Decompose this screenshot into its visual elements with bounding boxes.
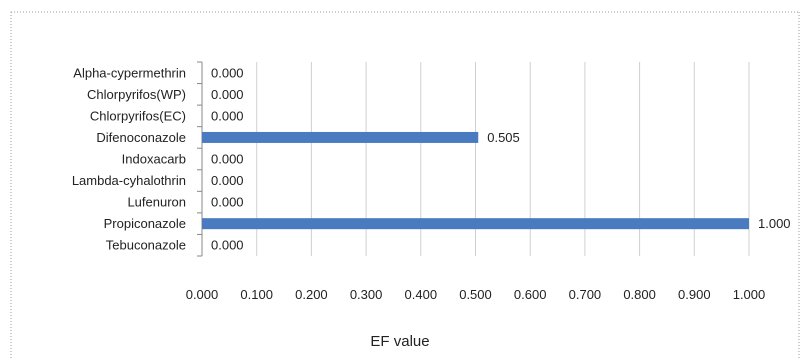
x-tick-label: 1.000 bbox=[733, 287, 766, 302]
x-tick-label: 0.500 bbox=[459, 287, 492, 302]
axes bbox=[197, 61, 203, 257]
y-category-label: Tebuconazole bbox=[106, 238, 186, 253]
data-label: 0.000 bbox=[211, 238, 244, 253]
y-category-label: Chlorpyrifos(WP) bbox=[87, 87, 186, 102]
x-axis-title: EF value bbox=[370, 333, 429, 350]
bars bbox=[202, 131, 749, 230]
data-label: 0.000 bbox=[211, 152, 244, 167]
y-category-label: Difenoconazole bbox=[96, 130, 186, 145]
data-label: 0.000 bbox=[211, 195, 244, 210]
bar bbox=[202, 218, 749, 230]
x-tick-label: 0.700 bbox=[569, 287, 602, 302]
data-label: 0.000 bbox=[211, 87, 244, 102]
data-label: 0.505 bbox=[487, 130, 520, 145]
x-tick-label: 0.800 bbox=[623, 287, 656, 302]
bar bbox=[202, 131, 479, 143]
x-tick-label: 0.900 bbox=[678, 287, 711, 302]
y-category-label: Propiconazole bbox=[104, 216, 186, 231]
data-label: 0.000 bbox=[211, 173, 244, 188]
data-label: 1.000 bbox=[758, 216, 791, 231]
y-category-label: Indoxacarb bbox=[122, 152, 186, 167]
x-tick-label: 0.600 bbox=[514, 287, 547, 302]
y-category-label: Lambda-cyhalothrin bbox=[72, 173, 186, 188]
data-label: 0.000 bbox=[211, 108, 244, 123]
y-category-label: Lufenuron bbox=[127, 195, 186, 210]
x-tick-label: 0.400 bbox=[405, 287, 438, 302]
y-category-label: Alpha-cypermethrin bbox=[73, 65, 186, 80]
x-tick-label: 0.000 bbox=[186, 287, 219, 302]
chart-border bbox=[10, 11, 800, 360]
x-tick-label: 0.100 bbox=[240, 287, 273, 302]
x-tick-label: 0.200 bbox=[295, 287, 328, 302]
labels: 0.000 0.100 0.200 0.300 0.400 0.500 0.600 0.700… bbox=[72, 65, 791, 302]
x-tick-label: 0.300 bbox=[350, 287, 383, 302]
y-category-label: Chlorpyrifos(EC) bbox=[90, 108, 186, 123]
data-label: 0.000 bbox=[211, 65, 244, 80]
